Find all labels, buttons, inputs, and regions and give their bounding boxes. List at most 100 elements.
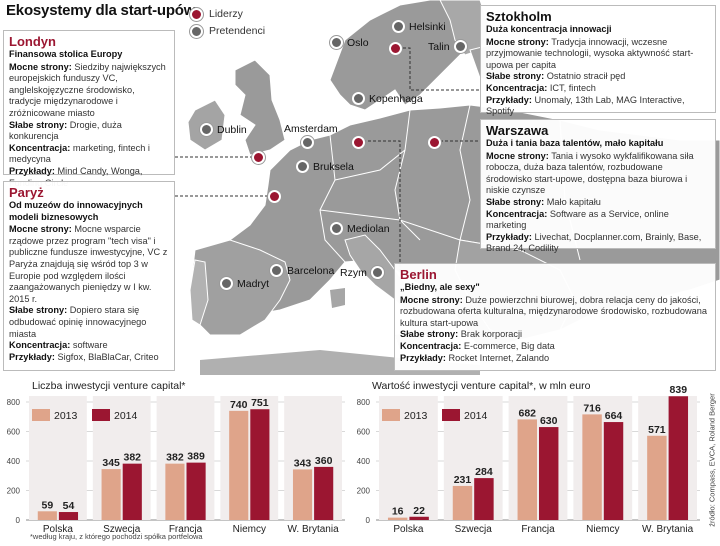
bar-2014 [474,478,494,520]
city-amsterdam-marker [301,136,314,149]
y-tick-label: 800 [357,398,371,407]
contender-dot-icon [370,266,384,279]
legend-label: 2014 [114,410,138,422]
contender-dot-icon [200,123,213,136]
data-label: 716 [583,402,601,414]
box-paryz: Paryż Od muzeów do innowacyjnych modeli … [3,181,175,371]
data-label: 389 [187,451,205,463]
data-label: 16 [392,506,404,518]
city-talin: Talin [428,40,467,53]
data-label: 664 [605,410,623,422]
y-tick-label: 0 [16,516,21,525]
category-label: Niemcy [586,524,619,535]
data-label: 54 [63,500,75,512]
bar-2013 [292,469,313,520]
data-label: 360 [315,455,333,467]
legend-contenders: Pretendenci [190,23,265,40]
y-tick-label: 800 [7,398,21,407]
y-tick-label: 600 [357,428,371,437]
data-label: 345 [102,457,120,469]
bar-2014 [58,512,79,520]
contender-dot-icon [220,277,233,290]
contender-dot-icon [296,160,309,173]
leader-dot-icon [389,42,402,55]
box-londyn: Londyn Finansowa stolica Europy Mocne st… [3,30,175,188]
city-amsterdam: Amsterdam [284,123,338,135]
data-label: 284 [475,466,493,478]
data-label: 343 [294,457,312,469]
box-subtitle: Finansowa stolica Europy [9,49,123,59]
data-label: 382 [166,452,184,464]
legend-swatch-2013 [32,409,50,421]
contender-dot-icon [330,222,343,235]
category-label: Polska [393,524,423,535]
leader-dot-icon [352,136,365,149]
legend-label: 2013 [404,410,428,422]
leader-dot-icon [428,136,441,149]
box-warszawa: Warszawa Duża i tania baza talentów, mał… [480,119,716,253]
bar-2013 [229,410,249,520]
contender-dot-icon [352,92,365,105]
bar-2014 [539,427,559,520]
box-subtitle: „Biedny, ale sexy" [400,282,480,292]
box-title: Londyn [9,34,56,49]
y-tick-label: 400 [357,457,371,466]
box-title: Warszawa [486,123,549,138]
category-label: W. Brytania [642,524,694,535]
chart2-title: Wartość inwestycji venture capital*, w m… [372,380,591,392]
bar-2014 [409,516,429,520]
city-barcelona: Barcelona [270,264,334,277]
city-helsinki: Helsinki [392,20,446,33]
y-tick-label: 200 [357,487,371,496]
data-label: 382 [124,452,142,464]
bar-2013 [165,463,185,520]
data-label: 22 [413,505,425,517]
connector-lines [175,47,480,270]
box-subtitle: Duża koncentracja innowacji [486,24,612,34]
data-label: 630 [540,415,558,427]
page-title: Ekosystemy dla start-upów [6,2,196,19]
map-legend: Liderzy Pretendenci [190,6,265,40]
footnote: *według kraju, z którego pochodzi spółka… [30,532,203,541]
category-label: Francja [521,524,555,535]
bar-2014 [314,466,334,520]
category-bg [220,396,279,520]
box-subtitle: Duża i tania baza talentów, mało kapitał… [486,138,664,148]
category-bg [638,396,697,520]
y-tick-label: 200 [7,487,21,496]
legend-label: 2014 [464,410,488,422]
category-label: W. Brytania [288,524,340,535]
leader-dot-icon [252,151,265,164]
contender-dot-icon [270,264,283,277]
contender-dot-icon [190,25,203,38]
city-londyn-marker [252,151,265,164]
city-rzym: Rzym [340,266,384,279]
city-warszawa-marker [428,136,441,149]
bar-2013 [647,435,667,520]
category-label: Szwecja [103,524,141,535]
contender-dot-icon [301,136,314,149]
data-label: 740 [230,399,248,411]
box-berlin: Berlin „Biedny, ale sexy" Mocne strony: … [394,263,716,371]
box-title: Berlin [400,267,437,282]
category-bg [508,396,568,520]
data-label: 571 [648,424,666,436]
legend-swatch-2014 [442,409,460,421]
city-berlin-marker [352,136,365,149]
city-paryz-marker [268,190,281,203]
legend-swatch-2013 [382,409,400,421]
bar-2013 [101,469,121,520]
category-label: Francja [169,524,203,535]
bar-2014 [603,422,624,520]
bar-2014 [186,462,206,520]
chart1-title: Liczba inwestycji venture capital* [32,380,186,392]
contender-dot-icon [453,40,467,53]
data-label: 751 [251,397,269,409]
y-tick-label: 0 [366,516,371,525]
city-sztokholm-marker [389,42,402,55]
bar-2014 [122,463,142,520]
box-title: Paryż [9,185,44,200]
city-madryt: Madryt [220,277,269,290]
city-mediolan: Mediolan [330,222,390,235]
